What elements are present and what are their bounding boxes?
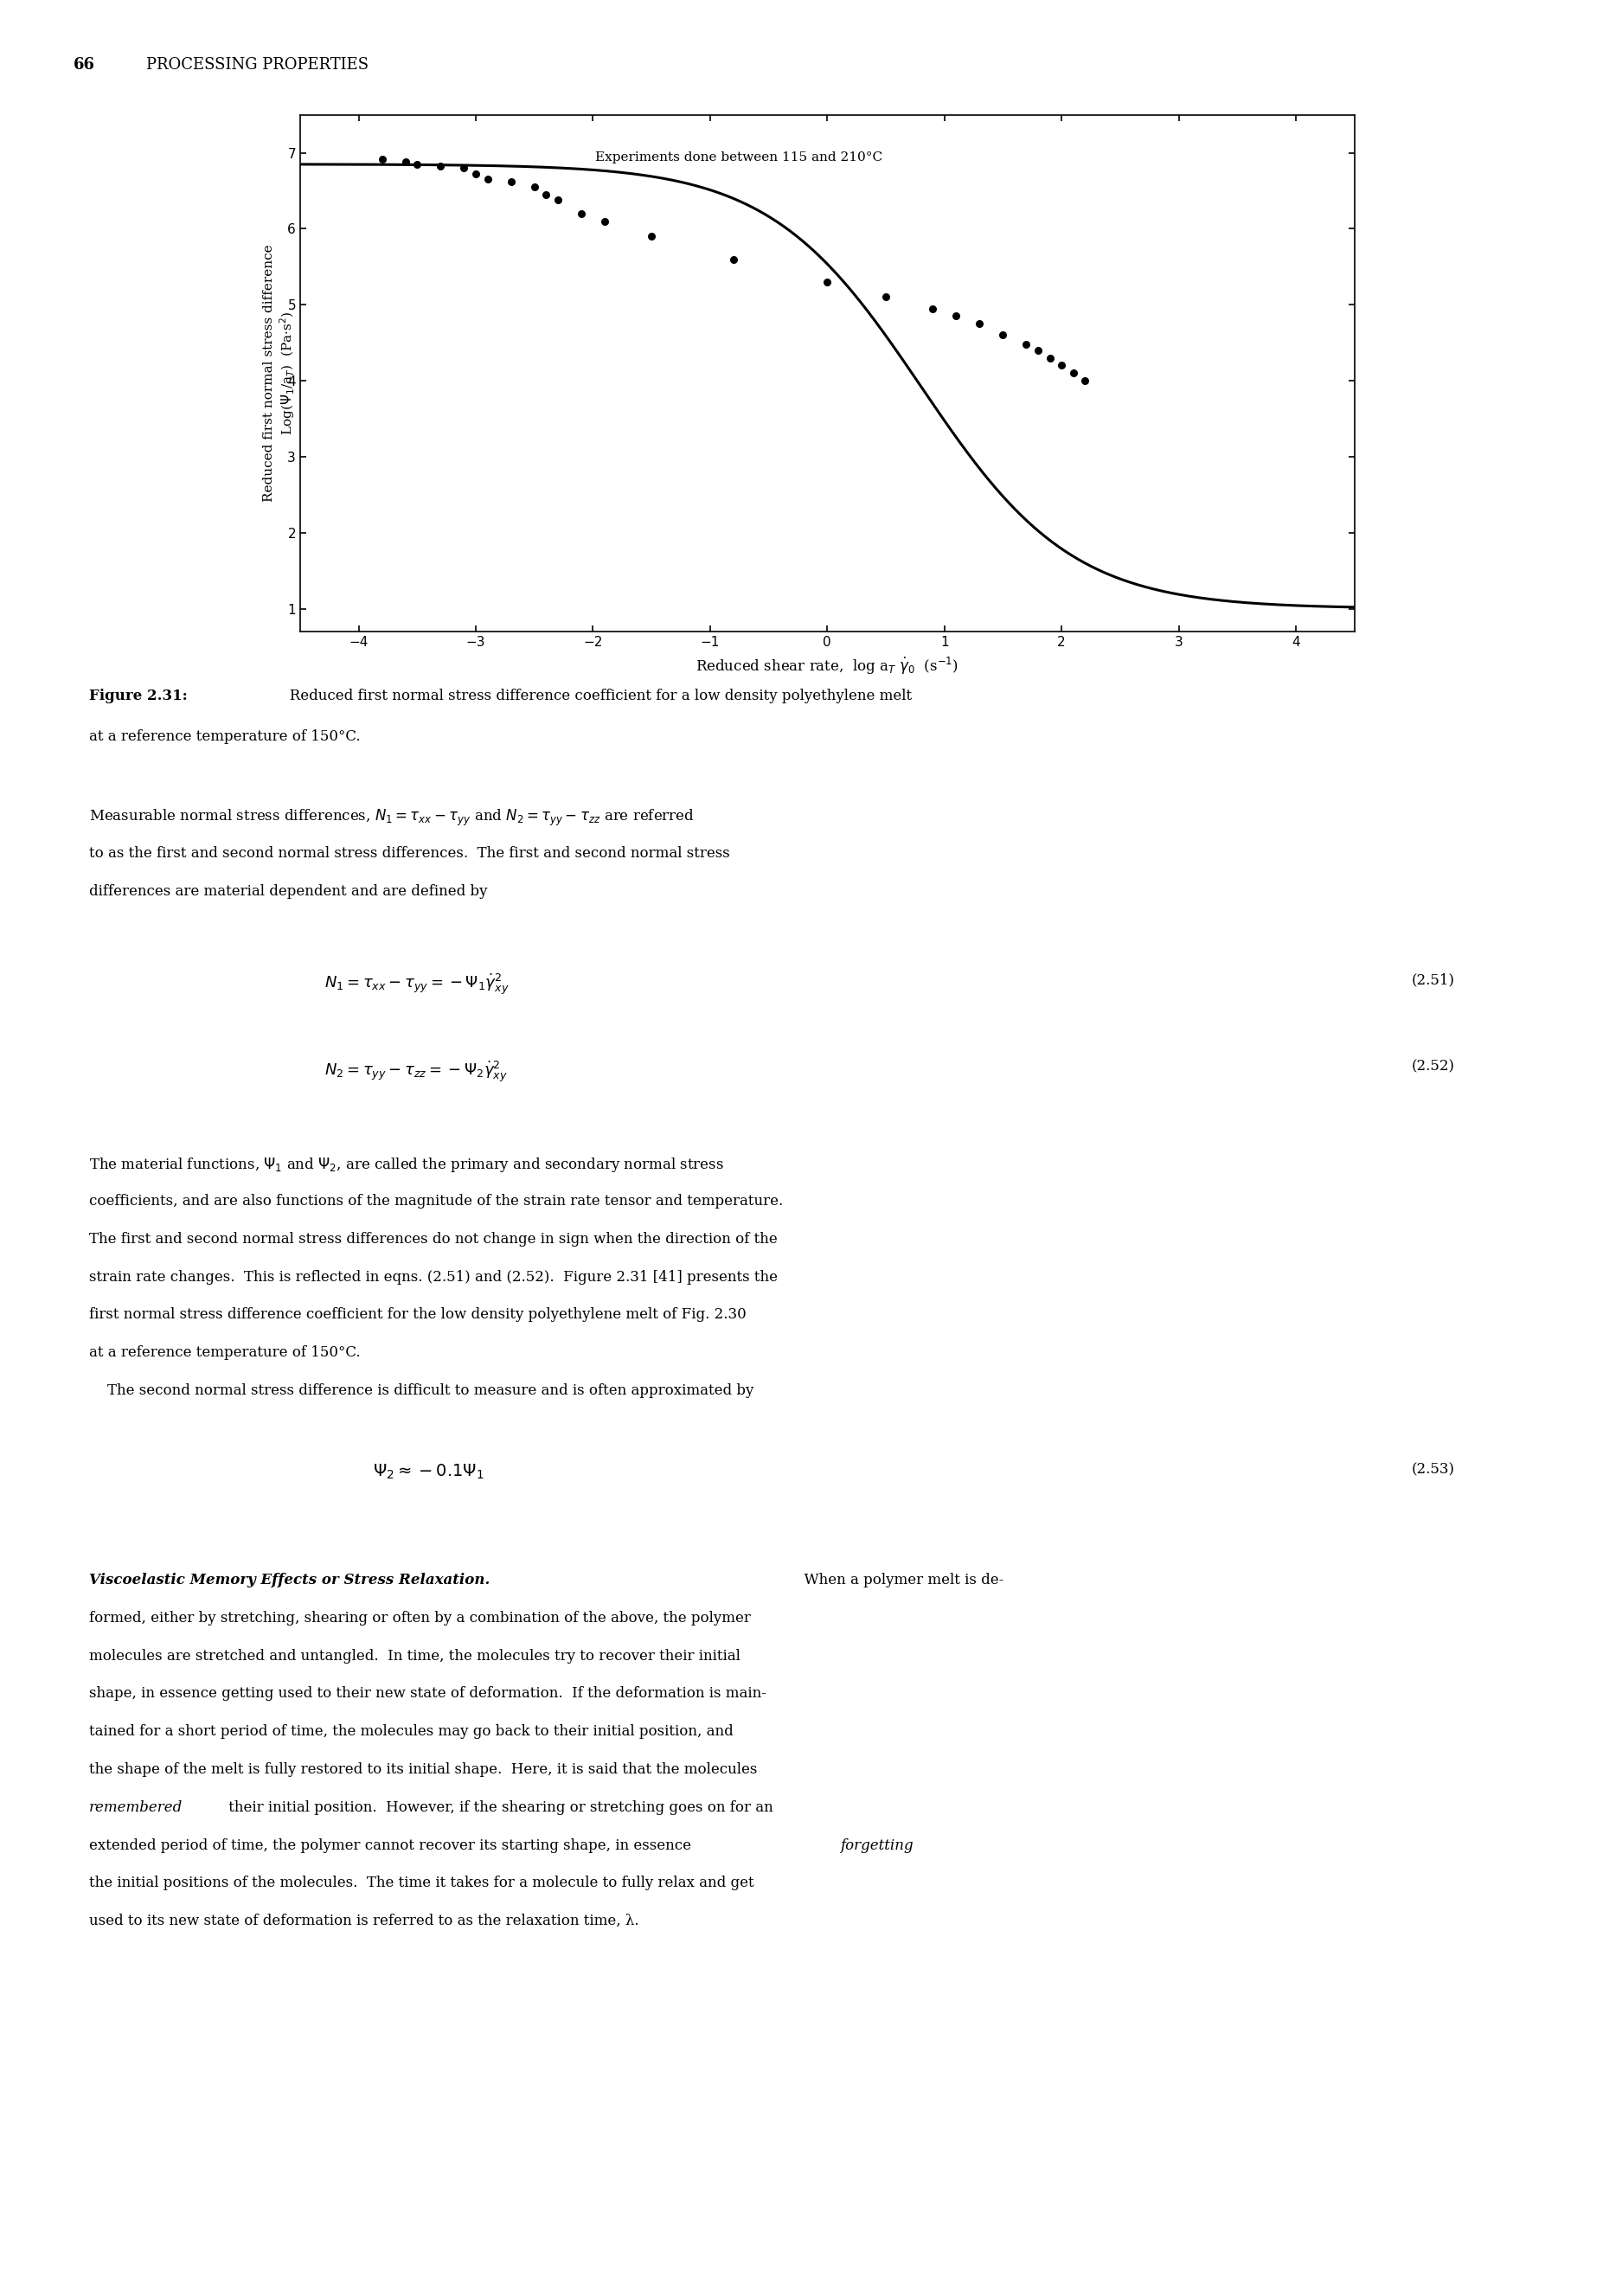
Text: extended period of time, the polymer cannot recover its starting shape, in essen: extended period of time, the polymer can… (89, 1837, 696, 1853)
Point (1072, 363, 1098, 400)
Point (521, 168, 547, 204)
Point (568, 195, 594, 232)
Point (967, 305, 993, 342)
Text: When a polymer melt is de-: When a polymer melt is de- (795, 1573, 1004, 1587)
Text: molecules are stretched and untangled.  In time, the molecules try to recover th: molecules are stretched and untangled. I… (89, 1649, 741, 1662)
Point (592, 202, 618, 239)
Text: Experiments done between 115 and 210°C: Experiments done between 115 and 210°C (595, 152, 882, 163)
Text: formed, either by stretching, shearing or often by a combination of the above, t: formed, either by stretching, shearing o… (89, 1612, 751, 1626)
Text: Figure 2.31:: Figure 2.31: (89, 689, 188, 703)
Text: differences are material dependent and are defined by: differences are material dependent and a… (89, 884, 488, 898)
Y-axis label: Reduced first normal stress difference
Log($\Psi_1$/a$_T$)  (Pa$\cdot$s$^2$): Reduced first normal stress difference L… (263, 243, 297, 503)
Text: (2.51): (2.51) (1411, 974, 1455, 987)
Text: the initial positions of the molecules.  The time it takes for a molecule to ful: the initial positions of the molecules. … (89, 1876, 754, 1890)
Point (989, 317, 1015, 354)
Text: forgetting: forgetting (840, 1837, 913, 1853)
Text: (2.53): (2.53) (1411, 1463, 1455, 1476)
Point (404, 147, 430, 184)
Point (639, 218, 665, 255)
Text: Reduced first normal stress difference coefficient for a low density polyethylen: Reduced first normal stress difference c… (276, 689, 912, 703)
Text: The first and second normal stress differences do not change in sign when the di: The first and second normal stress diffe… (89, 1231, 777, 1247)
Point (942, 298, 968, 335)
Text: at a reference temperature of 150°C.: at a reference temperature of 150°C. (89, 730, 360, 744)
Text: The second normal stress difference is difficult to measure and is often approxi: The second normal stress difference is d… (89, 1382, 754, 1398)
Text: Measurable normal stress differences, $N_1 = \tau_{xx} - \tau_{yy}$ and $N_2 = \: Measurable normal stress differences, $N… (89, 808, 694, 829)
Text: $N_2 = \tau_{yy} - \tau_{zz} = -\Psi_2\dot{\gamma}^2_{xy}$: $N_2 = \tau_{yy} - \tau_{zz} = -\Psi_2\d… (324, 1061, 508, 1084)
Text: PROCESSING PROPERTIES: PROCESSING PROPERTIES (146, 57, 368, 73)
Text: The material functions, $\Psi_1$ and $\Psi_2$, are called the primary and second: The material functions, $\Psi_1$ and $\P… (89, 1157, 723, 1173)
Point (534, 177, 560, 214)
Text: tained for a short period of time, the molecules may go back to their initial po: tained for a short period of time, the m… (89, 1724, 733, 1738)
Text: (2.52): (2.52) (1411, 1061, 1455, 1075)
Text: $\Psi_2 \approx -0.1\Psi_1$: $\Psi_2 \approx -0.1\Psi_1$ (373, 1463, 485, 1481)
X-axis label: Reduced shear rate,  log a$_T$ $\dot{\gamma}_0$  (s$^{-1}$): Reduced shear rate, log a$_T$ $\dot{\gam… (696, 657, 959, 677)
Text: remembered: remembered (89, 1800, 183, 1814)
Point (498, 163, 524, 200)
Text: Viscoelastic Memory Effects or Stress Relaxation.: Viscoelastic Memory Effects or Stress Re… (89, 1573, 490, 1587)
Point (873, 278, 899, 315)
Point (1025, 333, 1051, 370)
Point (814, 264, 840, 301)
Text: their initial position.  However, if the shearing or stretching goes on for an: their initial position. However, if the … (224, 1800, 774, 1814)
Text: the shape of the melt is fully restored to its initial shape.  Here, it is said : the shape of the melt is fully restored … (89, 1763, 757, 1777)
Point (370, 140, 396, 177)
Text: at a reference temperature of 150°C.: at a reference temperature of 150°C. (89, 1345, 360, 1359)
Point (1061, 356, 1087, 393)
Point (1036, 340, 1062, 377)
Point (1014, 326, 1040, 363)
Point (428, 149, 454, 186)
Text: coefficients, and are also functions of the magnitude of the strain rate tensor : coefficients, and are also functions of … (89, 1194, 783, 1208)
Point (393, 145, 418, 181)
Text: strain rate changes.  This is reflected in eqns. (2.51) and (2.52).  Figure 2.31: strain rate changes. This is reflected i… (89, 1270, 779, 1283)
Point (462, 156, 488, 193)
Point (451, 149, 477, 186)
Point (545, 181, 571, 218)
Point (1048, 347, 1074, 383)
Text: first normal stress difference coefficient for the low density polyethylene melt: first normal stress difference coefficie… (89, 1309, 746, 1322)
Text: $N_1 = \tau_{xx} - \tau_{yy} = -\Psi_1\dot{\gamma}^2_{xy}$: $N_1 = \tau_{xx} - \tau_{yy} = -\Psi_1\d… (324, 974, 509, 996)
Text: used to its new state of deformation is referred to as the relaxation time, λ.: used to its new state of deformation is … (89, 1915, 639, 1929)
Point (920, 289, 946, 326)
Text: to as the first and second normal stress differences.  The first and second norm: to as the first and second normal stress… (89, 845, 730, 861)
Point (475, 161, 501, 197)
Point (720, 241, 746, 278)
Text: shape, in essence getting used to their new state of deformation.  If the deform: shape, in essence getting used to their … (89, 1685, 767, 1701)
Text: 66: 66 (73, 57, 94, 73)
